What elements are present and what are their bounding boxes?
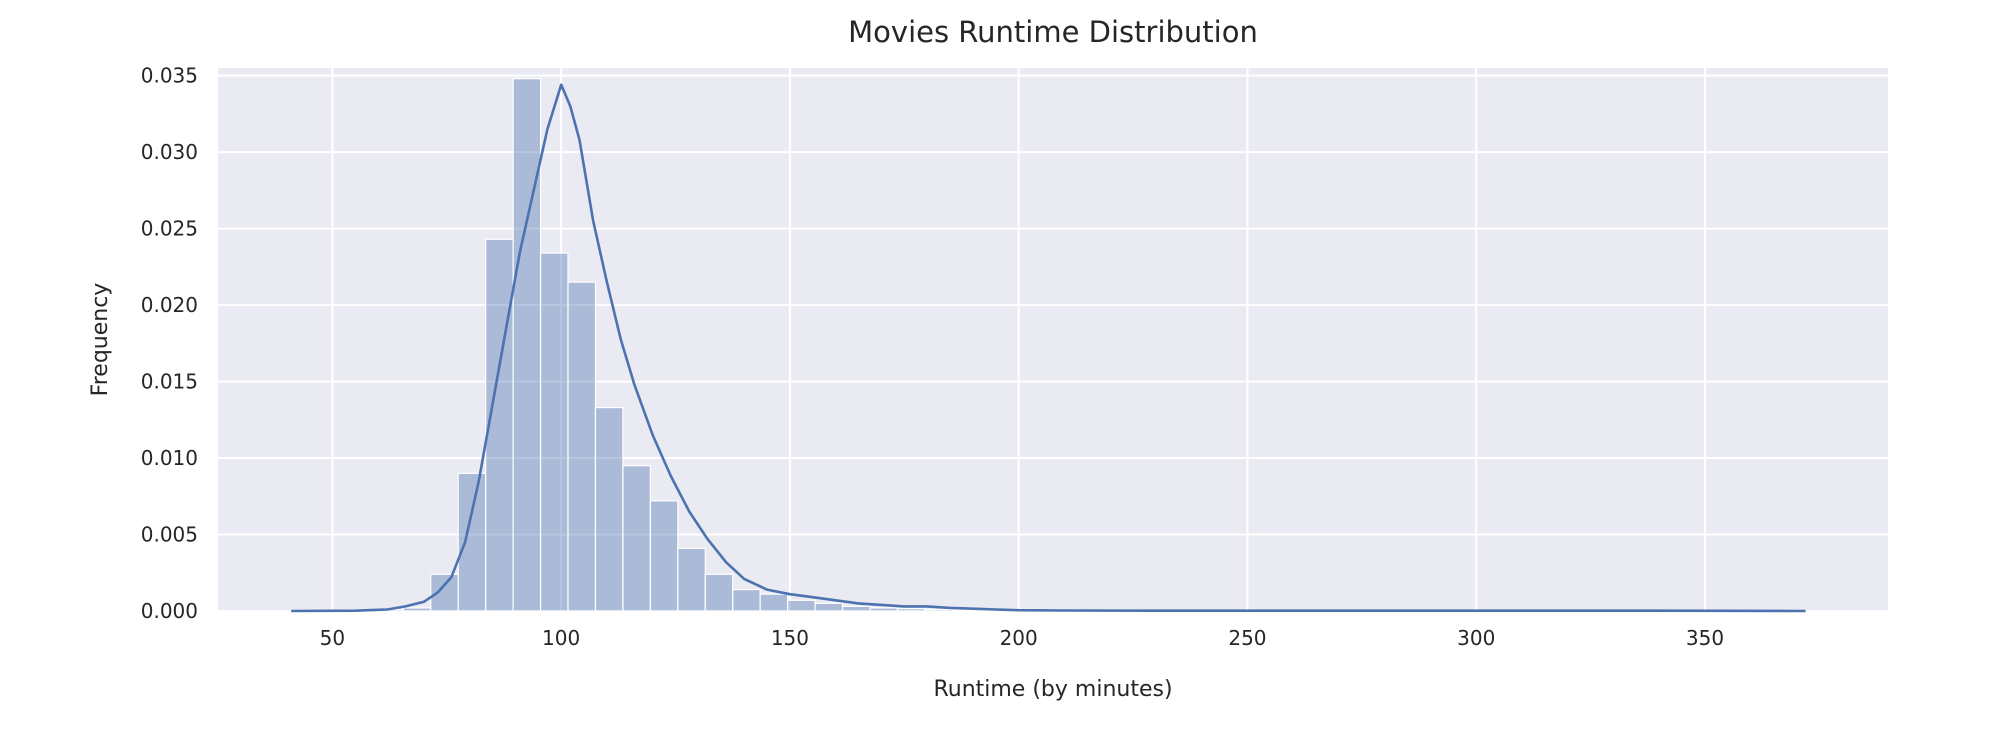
y-tick-label: 0.015 — [141, 370, 198, 394]
histogram-bar — [677, 547, 706, 612]
kde-density-line — [291, 83, 1806, 613]
x-tick-label: 50 — [320, 626, 345, 650]
y-axis-ticks: 0.000 0.005 0.010 0.015 0.020 0.025 0.030 0.035 — [141, 64, 198, 623]
histogram-bar — [896, 608, 926, 612]
histogram-bar — [759, 593, 789, 612]
y-tick-label: 0.005 — [141, 523, 198, 547]
y-tick-label: 0.025 — [141, 217, 198, 241]
histogram-bar — [869, 607, 899, 612]
plot-background — [218, 68, 1888, 611]
y-tick-label: 0.020 — [141, 293, 198, 317]
y-tick-label: 0.010 — [141, 446, 198, 470]
histogram-bar — [594, 406, 624, 612]
histogram-bar — [430, 573, 459, 612]
chart-title: Movies Runtime Distribution — [848, 15, 1258, 49]
histogram-bar — [402, 607, 432, 612]
x-axis-label: Runtime (by minutes) — [933, 677, 1172, 702]
histogram-bar — [622, 465, 651, 612]
histogram-bar — [787, 599, 816, 612]
histogram-bar — [539, 252, 569, 612]
histogram-bar — [732, 588, 761, 612]
y-tick-label: 0.030 — [141, 140, 198, 164]
y-axis-label: Frequency — [88, 283, 113, 397]
histogram-bar — [567, 281, 597, 612]
y-tick-label: 0.000 — [141, 599, 198, 623]
histogram-bar — [841, 605, 871, 612]
histogram-bar — [924, 608, 953, 612]
histogram-bar — [704, 573, 734, 612]
x-tick-label: 350 — [1686, 626, 1724, 650]
histogram-bar — [457, 472, 487, 612]
x-tick-label: 250 — [1228, 626, 1266, 650]
x-tick-label: 100 — [542, 626, 580, 650]
x-tick-label: 300 — [1457, 626, 1495, 650]
y-tick-label: 0.035 — [141, 64, 198, 88]
x-tick-label: 200 — [1000, 626, 1038, 650]
histogram-bar — [512, 78, 542, 612]
histogram-bar — [649, 500, 679, 612]
x-tick-label: 150 — [771, 626, 809, 650]
histogram-bar — [814, 602, 844, 612]
x-axis-ticks: 50 100 150 200 250 300 350 — [320, 626, 1724, 650]
histogram-bar — [485, 238, 514, 612]
